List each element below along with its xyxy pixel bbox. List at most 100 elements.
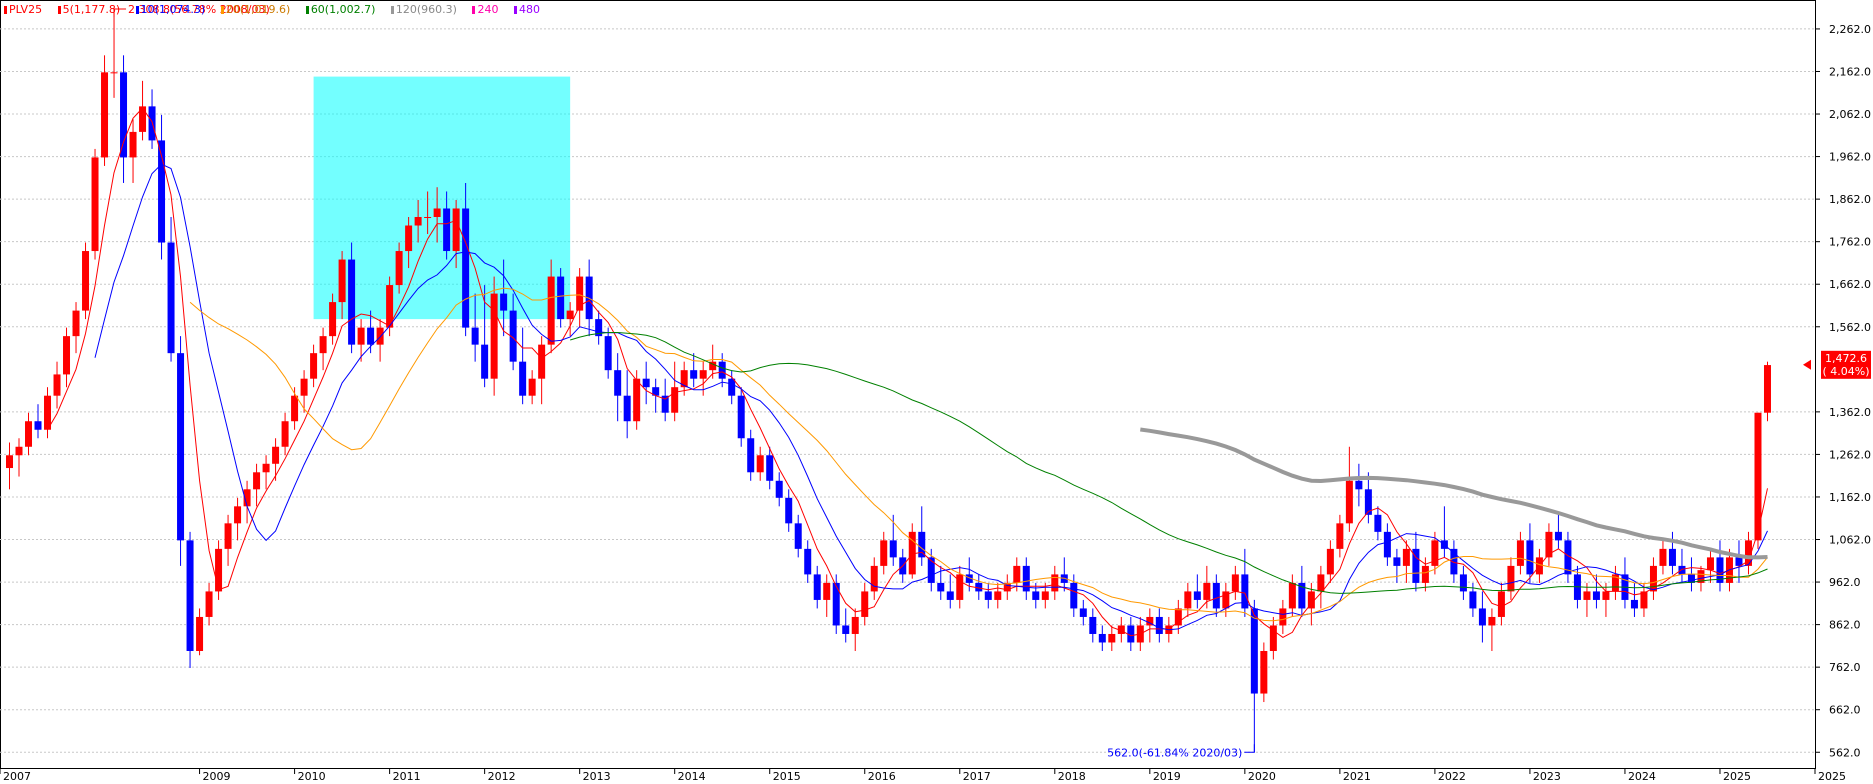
candle-body	[1250, 608, 1258, 694]
candle-body	[1326, 548, 1334, 575]
candle-body	[1507, 565, 1515, 592]
candle-body	[1554, 531, 1562, 541]
candle-body	[861, 591, 869, 617]
candle-body	[386, 285, 394, 328]
candle-body	[348, 259, 356, 345]
candle-body	[1345, 480, 1353, 524]
candle-body	[642, 378, 650, 388]
candle-body	[53, 374, 61, 396]
candle-body	[1516, 540, 1524, 566]
candle-body	[1668, 548, 1676, 566]
candle-body	[490, 293, 498, 379]
x-tick-label: 2018	[1058, 770, 1086, 783]
candle-body	[775, 480, 783, 498]
legend-ma5: 5(1,177.8)	[57, 3, 127, 16]
candle-body	[44, 395, 52, 430]
candle-body	[918, 531, 926, 558]
candle-body	[1735, 557, 1743, 566]
candle-body	[1174, 608, 1182, 626]
candle-body	[1697, 570, 1705, 583]
x-tick-label: 2019	[1153, 770, 1181, 783]
candle-body	[91, 157, 99, 252]
candle-body	[1241, 574, 1249, 609]
candle-body	[699, 370, 707, 379]
candle-body	[1592, 591, 1600, 600]
candle-body	[1117, 625, 1125, 634]
last-change: ( 4.04%)	[1822, 365, 1869, 378]
x-tick-label: 2024	[1628, 770, 1656, 783]
candle-body	[1497, 591, 1505, 617]
legend-ma10: 10(1,074.3)	[135, 3, 212, 16]
legend-ma20: 20(1,019.6)	[220, 3, 297, 16]
candle-body	[1307, 591, 1315, 609]
candle-body	[680, 370, 688, 388]
candle-body	[243, 489, 251, 507]
candle-body	[956, 574, 964, 600]
legend-ma240: 240	[472, 3, 504, 16]
y-tick-label: 562.0	[1829, 746, 1861, 759]
candle-body	[158, 140, 166, 243]
low-annotation-arrow	[1244, 744, 1255, 753]
candle-body	[870, 565, 878, 592]
candle-body	[1374, 514, 1382, 532]
candle-body	[310, 353, 318, 379]
candle-body	[576, 276, 584, 311]
y-tick-label: 1,362.0	[1829, 406, 1871, 419]
candle-body	[1364, 489, 1372, 515]
candle-body	[338, 259, 346, 303]
candle-body	[300, 378, 308, 396]
high-annotation-arrow	[113, 8, 127, 18]
plot-frame	[0, 0, 1816, 769]
candle-body	[1754, 412, 1762, 541]
y-tick-label: 662.0	[1829, 704, 1861, 717]
candle-body	[1393, 557, 1401, 566]
candle-body	[1488, 616, 1496, 626]
candle-body	[367, 327, 375, 345]
candle-body	[1193, 591, 1201, 600]
candle-body	[72, 310, 80, 337]
candle-body	[1763, 365, 1771, 413]
x-tick-label: 2022	[1438, 770, 1466, 783]
candle-body	[25, 421, 33, 447]
candle-body	[82, 251, 90, 311]
candle-body	[1412, 548, 1420, 583]
candle-body	[1260, 650, 1268, 694]
x-tick-label: 2025	[1723, 770, 1751, 783]
x-tick-label: 2014	[678, 770, 706, 783]
candle-body	[1155, 616, 1163, 634]
candle-body	[1288, 582, 1296, 609]
candle-body	[1269, 625, 1277, 651]
candle-body	[424, 216, 432, 218]
y-tick-label: 1,762.0	[1829, 236, 1871, 249]
x-tick-label: 2016	[868, 770, 896, 783]
candle-body	[129, 131, 137, 158]
candle-body	[376, 327, 384, 345]
ma60-line	[570, 332, 1768, 594]
candle-body	[177, 353, 185, 541]
candle-body	[1402, 548, 1410, 566]
x-tick-label: 2012	[488, 770, 516, 783]
candle-body	[623, 395, 631, 422]
candle-body	[766, 455, 774, 481]
candle-body	[557, 276, 565, 320]
y-tick-label: 1,262.0	[1829, 448, 1871, 461]
candle-body	[813, 574, 821, 600]
candle-body	[566, 310, 574, 320]
x-tick-label: 2007	[3, 770, 31, 783]
candle-body	[728, 378, 736, 396]
candle-body	[1222, 591, 1230, 609]
candle-body	[804, 548, 812, 575]
candle-body	[1630, 599, 1638, 609]
y-tick-label: 1,062.0	[1829, 534, 1871, 547]
x-tick-label: 2011	[393, 770, 421, 783]
candle-body	[1716, 557, 1724, 583]
candle-body	[205, 591, 213, 617]
y-tick-label: 2,262.0	[1829, 23, 1871, 36]
candle-body	[500, 293, 508, 311]
candle-body	[1127, 625, 1135, 643]
candle-body	[614, 370, 622, 396]
candle-body	[889, 540, 897, 558]
candle-body	[1564, 540, 1572, 575]
last-price-pointer	[1803, 359, 1811, 370]
